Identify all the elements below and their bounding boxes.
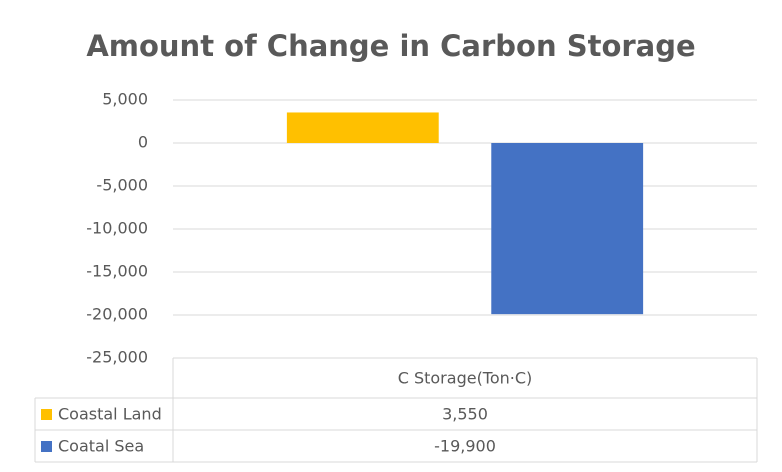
y-tick-label: -20,000 [86, 305, 148, 324]
table-value: -19,900 [434, 437, 496, 456]
y-tick-label: -15,000 [86, 262, 148, 281]
bar [491, 143, 644, 315]
table-value: 3,550 [442, 405, 488, 424]
chart-title: Amount of Change in Carbon Storage [86, 29, 695, 63]
y-tick-label: -25,000 [86, 348, 148, 367]
y-tick-label: 5,000 [102, 90, 148, 109]
bar [286, 112, 439, 143]
legend-key [41, 409, 52, 420]
y-tick-label: -5,000 [96, 176, 148, 195]
legend-label: Coastal Land [58, 405, 162, 424]
legend-label: Coatal Sea [58, 437, 144, 456]
y-tick-label: 0 [138, 133, 148, 152]
legend-key [41, 441, 52, 452]
table-header: C Storage(Ton·C) [398, 369, 533, 388]
y-tick-label: -10,000 [86, 219, 148, 238]
